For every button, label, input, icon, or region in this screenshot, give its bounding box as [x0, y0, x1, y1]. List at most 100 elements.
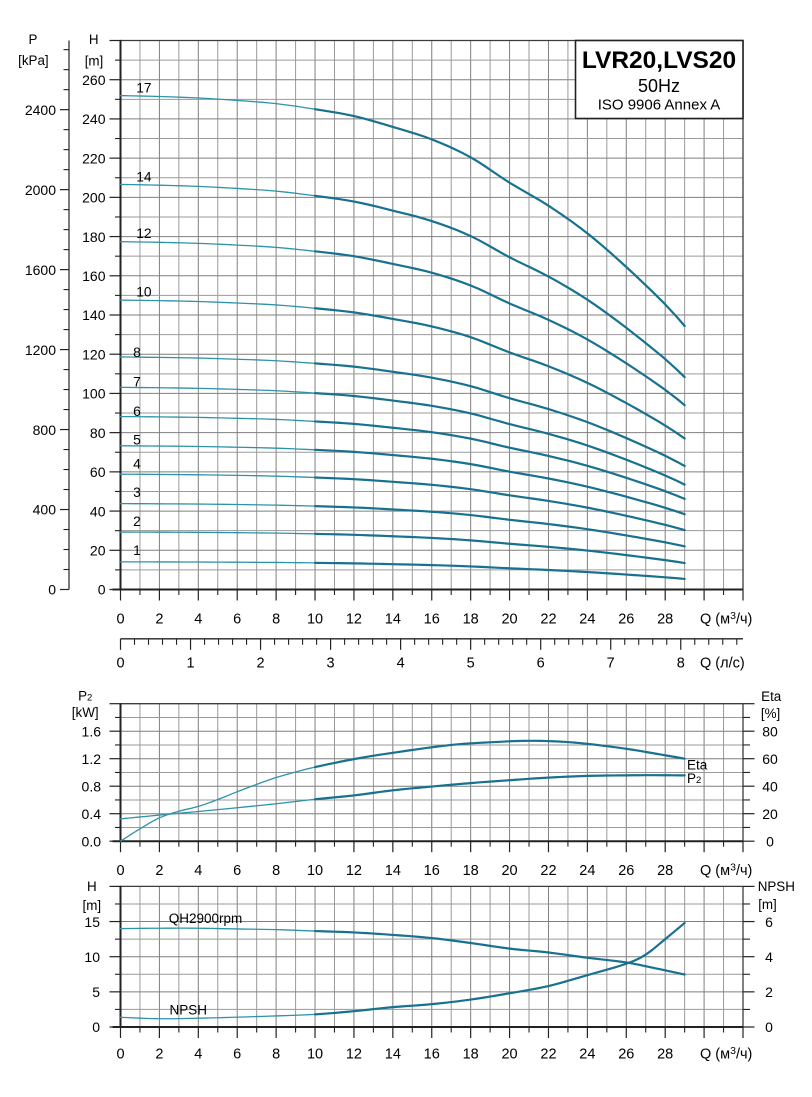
svg-text:60: 60	[762, 751, 778, 767]
svg-text:6: 6	[233, 1047, 241, 1063]
svg-text:2: 2	[155, 863, 163, 879]
svg-text:[kPa]: [kPa]	[18, 53, 49, 68]
svg-text:12: 12	[136, 226, 151, 241]
svg-text:200: 200	[82, 190, 106, 206]
svg-text:22: 22	[540, 863, 556, 879]
svg-text:24: 24	[579, 863, 595, 879]
svg-text:1600: 1600	[25, 262, 56, 278]
svg-text:60: 60	[90, 464, 106, 480]
svg-text:1: 1	[186, 656, 194, 672]
svg-text:LVR20,LVS20: LVR20,LVS20	[582, 47, 736, 74]
svg-text:[kW]: [kW]	[72, 705, 99, 720]
svg-text:400: 400	[33, 502, 57, 518]
svg-text:14: 14	[385, 611, 401, 627]
svg-text:ISO 9906 Annex A: ISO 9906 Annex A	[598, 97, 721, 114]
svg-text:26: 26	[618, 863, 634, 879]
svg-text:4: 4	[133, 457, 141, 472]
svg-text:8: 8	[272, 863, 280, 879]
svg-text:140: 140	[82, 307, 106, 323]
svg-text:10: 10	[307, 863, 323, 879]
svg-text:14: 14	[385, 1047, 401, 1063]
svg-text:4: 4	[194, 611, 202, 627]
svg-text:QH2900rpm: QH2900rpm	[169, 911, 243, 926]
svg-text:Q (м3/ч): Q (м3/ч)	[700, 1045, 752, 1063]
svg-text:6: 6	[765, 914, 773, 930]
svg-text:2000: 2000	[25, 182, 56, 198]
svg-text:Q (м3/ч): Q (м3/ч)	[700, 610, 752, 628]
svg-text:NPSH: NPSH	[758, 879, 795, 894]
svg-text:16: 16	[424, 611, 440, 627]
svg-text:2: 2	[155, 1047, 163, 1063]
svg-text:[%]: [%]	[761, 706, 780, 721]
svg-text:800: 800	[33, 422, 57, 438]
svg-text:[m]: [m]	[758, 897, 777, 912]
svg-text:120: 120	[82, 346, 106, 362]
svg-text:28: 28	[657, 1047, 673, 1063]
svg-text:26: 26	[618, 611, 634, 627]
svg-text:0: 0	[48, 582, 56, 598]
svg-text:5: 5	[92, 984, 100, 1000]
svg-text:10: 10	[84, 949, 100, 965]
svg-text:40: 40	[762, 778, 778, 794]
svg-text:P2: P2	[78, 689, 92, 704]
svg-text:20: 20	[501, 611, 517, 627]
svg-text:Eta: Eta	[761, 689, 782, 704]
svg-text:80: 80	[90, 425, 106, 441]
svg-text:2: 2	[155, 611, 163, 627]
svg-text:4: 4	[765, 949, 773, 965]
svg-text:80: 80	[762, 723, 778, 739]
svg-text:18: 18	[463, 611, 479, 627]
svg-text:160: 160	[82, 268, 106, 284]
svg-text:28: 28	[657, 863, 673, 879]
svg-text:12: 12	[346, 611, 362, 627]
svg-text:0.4: 0.4	[82, 806, 102, 822]
svg-text:H: H	[87, 879, 97, 894]
svg-text:Q (м3/ч): Q (м3/ч)	[700, 862, 752, 880]
svg-text:24: 24	[579, 611, 595, 627]
svg-text:6: 6	[233, 863, 241, 879]
svg-text:220: 220	[82, 150, 106, 166]
svg-text:17: 17	[136, 81, 151, 96]
svg-text:1.6: 1.6	[82, 723, 102, 739]
svg-text:0: 0	[116, 611, 124, 627]
svg-text:14: 14	[136, 170, 152, 185]
svg-text:50Hz: 50Hz	[638, 76, 680, 96]
svg-text:8: 8	[133, 345, 141, 360]
svg-text:20: 20	[90, 542, 106, 558]
svg-text:7: 7	[607, 656, 615, 672]
svg-text:Q (л/с): Q (л/с)	[700, 656, 745, 672]
svg-text:P2: P2	[687, 771, 701, 786]
svg-text:0: 0	[92, 1019, 100, 1035]
svg-text:1: 1	[133, 543, 141, 558]
svg-text:6: 6	[233, 611, 241, 627]
svg-text:2: 2	[765, 984, 773, 1000]
svg-text:3: 3	[327, 656, 335, 672]
svg-text:26: 26	[618, 1047, 634, 1063]
svg-text:0.0: 0.0	[82, 833, 102, 849]
svg-text:10: 10	[136, 285, 152, 300]
svg-text:0: 0	[116, 863, 124, 879]
svg-text:100: 100	[82, 386, 106, 402]
svg-text:180: 180	[82, 229, 106, 245]
svg-text:1.2: 1.2	[82, 751, 102, 767]
svg-text:0: 0	[765, 1019, 773, 1035]
svg-text:4: 4	[194, 863, 202, 879]
svg-text:1200: 1200	[25, 342, 56, 358]
svg-text:2: 2	[133, 514, 141, 529]
svg-text:7: 7	[133, 375, 141, 390]
svg-text:18: 18	[463, 863, 479, 879]
svg-text:NPSH: NPSH	[170, 1003, 208, 1018]
svg-text:40: 40	[90, 503, 106, 519]
svg-text:14: 14	[385, 863, 401, 879]
svg-text:8: 8	[272, 1047, 280, 1063]
svg-text:0.8: 0.8	[82, 778, 102, 794]
svg-text:24: 24	[579, 1047, 595, 1063]
svg-text:5: 5	[133, 433, 141, 448]
svg-text:20: 20	[501, 1047, 517, 1063]
svg-text:22: 22	[540, 1047, 556, 1063]
svg-text:240: 240	[82, 111, 106, 127]
svg-text:0: 0	[766, 833, 774, 849]
svg-text:260: 260	[82, 72, 106, 88]
svg-text:4: 4	[194, 1047, 202, 1063]
svg-text:20: 20	[501, 863, 517, 879]
